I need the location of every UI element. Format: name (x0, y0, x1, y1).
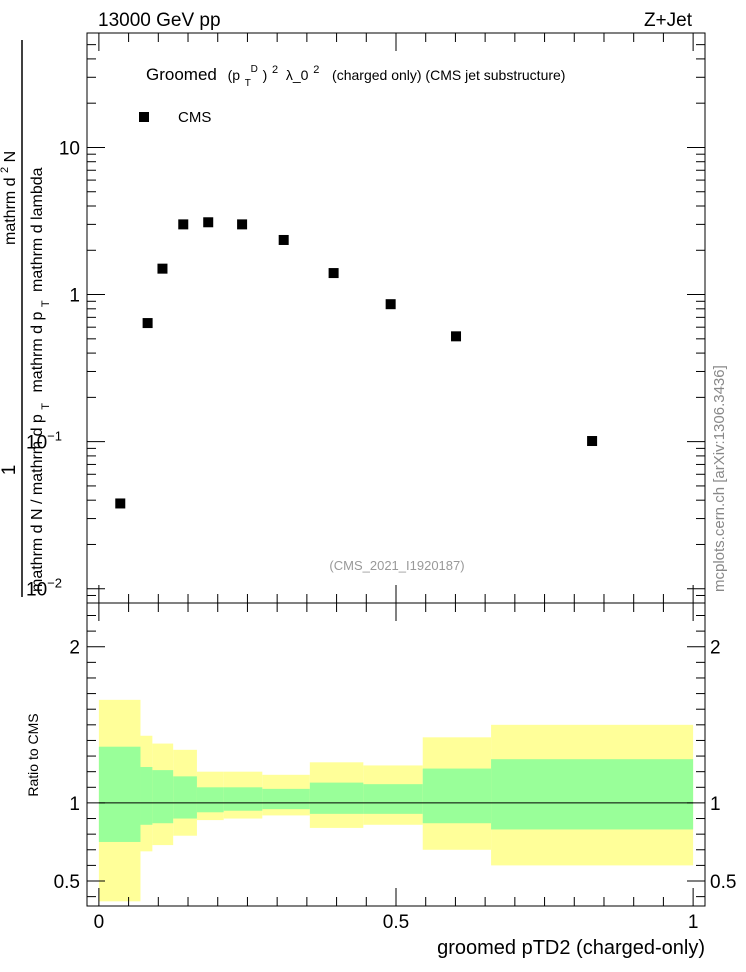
ratio-inner-band (422, 768, 492, 824)
title-lambda-sup: 2 (313, 64, 319, 76)
ratio-y-tick-label: 1 (69, 794, 80, 815)
ratio-y-tick-label-right: 0.5 (710, 872, 736, 893)
ratio-inner-band (98, 746, 141, 842)
data-point (587, 436, 598, 447)
data-point (278, 234, 289, 245)
y-tick-label: 10−1 (26, 429, 62, 454)
y-label-top-text: mathrm d (2, 177, 19, 245)
ratio-inner-band (363, 784, 423, 814)
ratio-inner-band (152, 770, 174, 824)
data-point (115, 498, 126, 509)
y-label-numerator: 1 (0, 465, 20, 476)
x-tick-label: 0 (94, 912, 105, 933)
analysis-annotation: (CMS_2021_I1920187) (329, 558, 464, 573)
legend-marker (139, 112, 149, 122)
y-label-top: mathrm d 2 N (0, 151, 19, 245)
y-label-denominator-text: mathrm d N / mathrm d p (29, 414, 46, 592)
x-axis-label: groomed pTD2 (charged-only) (437, 937, 705, 959)
legend-label: CMS (178, 109, 211, 126)
ratio-inner-band (173, 776, 197, 819)
y-label-top-end: N (2, 151, 19, 163)
x-tick-label: 0.5 (383, 912, 409, 933)
title-formula-close: ) (263, 67, 268, 83)
title-formula-sup: D (251, 64, 258, 75)
header-left: 13000 GeV pp (98, 10, 221, 31)
y-tick-label-exponent: −1 (47, 429, 62, 444)
title-formula-sup2: 2 (272, 64, 278, 76)
data-point (451, 331, 462, 342)
data-point (178, 219, 189, 230)
y-tick-label: 10−2 (26, 576, 62, 601)
data-point (385, 299, 396, 310)
y-tick-label: 10 (59, 138, 80, 159)
ratio-inner-band (309, 782, 364, 814)
title-formula-sub: T (245, 78, 251, 89)
data-points (115, 217, 598, 509)
y-label-denominator: mathrm d N / mathrm d p T mathrm d p T m… (29, 167, 53, 592)
title-formula: (p (228, 67, 241, 83)
title-prefix: Groomed (146, 65, 217, 84)
ratio-y-ticks: 0.5 0.5 1 1 2 2 (54, 614, 736, 898)
ratio-y-tick-label: 0.5 (54, 872, 80, 893)
x-tick-label: 1 (688, 912, 699, 933)
y-label-mid: mathrm d p (29, 312, 46, 393)
y-tick-label-base: 10 (26, 580, 47, 601)
ratio-x-ticks: 0 0.5 1 (94, 603, 699, 933)
ratio-y-tick-label: 2 (69, 638, 80, 659)
header-right: Z+Jet (644, 10, 693, 31)
data-point (142, 318, 153, 329)
ratio-panel: 0.5 0.51 12 2 0 0.5 1 Ratio to CMS groomed pT… (25, 602, 736, 959)
y-tick-label-base: 10 (26, 433, 47, 454)
data-point (328, 268, 339, 279)
y-tick-label-exponent: −2 (47, 576, 62, 591)
y-label-sub2: T (40, 300, 52, 307)
ratio-bands (98, 699, 694, 902)
y-label-upper: mathrm d lambda (29, 167, 46, 292)
ratio-inner-band (140, 766, 153, 825)
ratio-y-label: Ratio to CMS (25, 713, 41, 796)
ratio-y-tick-label-right: 2 (710, 638, 721, 659)
data-point (237, 219, 248, 230)
main-x-ticks (98, 33, 694, 603)
watermark: mcplots.cern.ch [arXiv:1306.3436] (711, 365, 728, 592)
y-label-sub1: T (40, 403, 52, 410)
ratio-y-tick-label-right: 1 (710, 794, 721, 815)
ratio-inner-band (262, 788, 310, 810)
title-lambda: λ_0 (286, 67, 309, 83)
y-tick-label: 1 (69, 286, 80, 307)
ratio-inner-band (196, 787, 224, 813)
ratio-inner-band (491, 759, 694, 830)
ratio-inner-band (223, 787, 263, 811)
main-y-label: 1 mathrm d N / mathrm d p T mathrm d p T… (0, 40, 53, 597)
data-point (203, 217, 214, 228)
data-point (157, 263, 168, 274)
y-label-top-sup: 2 (0, 167, 11, 173)
plot-title: Groomed (p T D ) 2 λ_0 2 (charged only) … (146, 57, 565, 90)
title-suffix: (charged only) (CMS jet substructure) (332, 67, 565, 83)
